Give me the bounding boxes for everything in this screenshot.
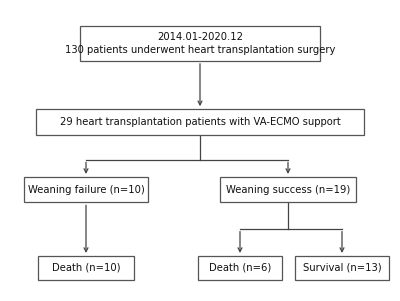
FancyBboxPatch shape	[80, 26, 320, 61]
FancyBboxPatch shape	[198, 256, 282, 280]
FancyBboxPatch shape	[36, 109, 364, 135]
FancyBboxPatch shape	[295, 256, 389, 280]
Text: 2014.01-2020.12
130 patients underwent heart transplantation surgery: 2014.01-2020.12 130 patients underwent h…	[65, 32, 335, 55]
FancyBboxPatch shape	[38, 256, 134, 280]
Text: Death (n=6): Death (n=6)	[209, 263, 271, 273]
Text: Weaning success (n=19): Weaning success (n=19)	[226, 185, 350, 195]
FancyBboxPatch shape	[24, 177, 148, 202]
Text: Death (n=10): Death (n=10)	[52, 263, 120, 273]
FancyBboxPatch shape	[220, 177, 356, 202]
Text: Weaning failure (n=10): Weaning failure (n=10)	[28, 185, 144, 195]
Text: 29 heart transplantation patients with VA-ECMO support: 29 heart transplantation patients with V…	[60, 117, 340, 127]
Text: Survival (n=13): Survival (n=13)	[303, 263, 381, 273]
